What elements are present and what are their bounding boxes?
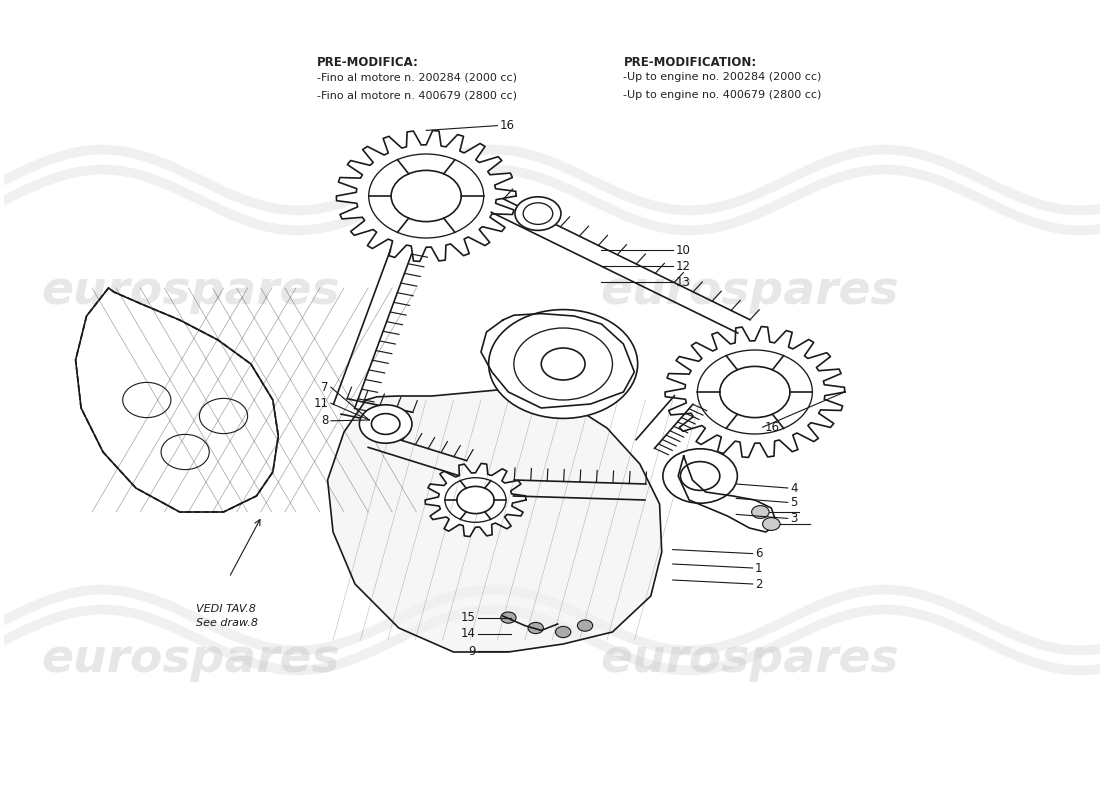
- Text: 16: 16: [764, 421, 780, 434]
- Circle shape: [392, 170, 461, 222]
- Polygon shape: [481, 314, 635, 408]
- Polygon shape: [425, 463, 526, 537]
- Text: 15: 15: [461, 611, 475, 624]
- Circle shape: [456, 486, 494, 514]
- Text: PRE-MODIFICA:: PRE-MODIFICA:: [317, 56, 418, 69]
- Ellipse shape: [515, 197, 561, 230]
- Text: VEDI TAV.8
See draw.8: VEDI TAV.8 See draw.8: [196, 604, 258, 628]
- Polygon shape: [679, 456, 777, 532]
- Text: 8: 8: [321, 414, 329, 427]
- Circle shape: [488, 310, 638, 418]
- Text: 5: 5: [790, 496, 798, 509]
- Text: 13: 13: [676, 276, 691, 289]
- Text: 11: 11: [314, 397, 329, 410]
- Text: eurospares: eurospares: [601, 270, 899, 314]
- Text: eurospares: eurospares: [42, 270, 340, 314]
- Text: -Fino al motore n. 400679 (2800 cc): -Fino al motore n. 400679 (2800 cc): [317, 90, 517, 100]
- Text: eurospares: eurospares: [601, 638, 899, 682]
- Circle shape: [541, 348, 585, 380]
- Text: PRE-MODIFICATION:: PRE-MODIFICATION:: [624, 56, 757, 69]
- Text: -Fino al motore n. 200284 (2000 cc): -Fino al motore n. 200284 (2000 cc): [317, 72, 517, 82]
- Text: 12: 12: [676, 260, 691, 273]
- Text: 14: 14: [461, 627, 475, 640]
- Circle shape: [500, 612, 516, 623]
- Text: 16: 16: [499, 119, 515, 132]
- Text: eurospares: eurospares: [42, 638, 340, 682]
- Text: 10: 10: [676, 244, 691, 257]
- Text: 2: 2: [755, 578, 762, 590]
- Text: 3: 3: [790, 512, 798, 525]
- Text: -Up to engine no. 200284 (2000 cc): -Up to engine no. 200284 (2000 cc): [624, 72, 822, 82]
- Polygon shape: [328, 388, 662, 652]
- Circle shape: [578, 620, 593, 631]
- Text: 9: 9: [468, 645, 475, 658]
- Circle shape: [762, 518, 780, 530]
- Text: 1: 1: [755, 562, 762, 574]
- Polygon shape: [666, 326, 845, 458]
- Circle shape: [528, 622, 543, 634]
- Circle shape: [556, 626, 571, 638]
- Text: -Up to engine no. 400679 (2800 cc): -Up to engine no. 400679 (2800 cc): [624, 90, 822, 100]
- Circle shape: [751, 506, 769, 518]
- Circle shape: [360, 405, 412, 443]
- Circle shape: [663, 449, 737, 503]
- Circle shape: [719, 366, 790, 418]
- Text: 4: 4: [790, 482, 798, 494]
- Polygon shape: [337, 130, 516, 262]
- Text: 7: 7: [321, 381, 329, 394]
- Polygon shape: [76, 288, 278, 512]
- Text: 6: 6: [755, 547, 762, 560]
